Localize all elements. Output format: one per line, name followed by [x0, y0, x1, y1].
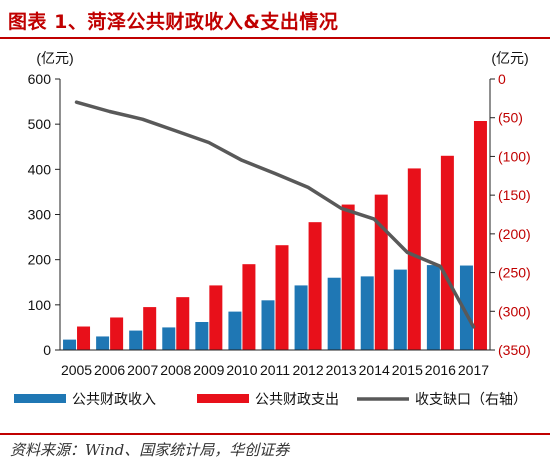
left-axis-tick-label: 600 — [28, 71, 52, 87]
left-axis-tick-label: 400 — [28, 161, 52, 177]
legend-label-revenue: 公共财政收入 — [72, 391, 156, 407]
x-axis-tick-label: 2011 — [260, 362, 290, 378]
x-axis-tick-label: 2008 — [160, 362, 191, 378]
expenditure-bar — [242, 264, 256, 350]
right-axis-unit: (亿元) — [491, 50, 528, 66]
gap-line — [74, 100, 476, 329]
expenditure-bar — [341, 204, 355, 350]
x-axis-tick-label: 2006 — [94, 362, 125, 378]
left-axis-tick-label: 500 — [28, 116, 52, 132]
x-axis-tick-label: 2007 — [127, 362, 158, 378]
expenditure-bar — [143, 307, 157, 350]
left-axis-tick-label: 200 — [28, 252, 52, 268]
left-axis-tick-label: 100 — [28, 297, 52, 313]
title-bar: 图表 1、菏泽公共财政收入&支出情况 — [0, 0, 550, 40]
source-divider — [0, 433, 550, 435]
x-axis-tick-label: 2015 — [392, 362, 423, 378]
chart-title: 图表 1、菏泽公共财政收入&支出情况 — [8, 11, 339, 33]
right-axis-tick-label: (50) — [498, 110, 523, 126]
revenue-bar — [162, 327, 176, 350]
revenue-bar — [228, 311, 242, 350]
revenue-bar — [393, 269, 407, 350]
left-axis-tick-label: 300 — [28, 207, 52, 223]
expenditure-bar — [110, 317, 124, 350]
right-axis-tick-label: (100) — [498, 148, 531, 164]
legend-swatch-expenditure — [197, 394, 249, 403]
revenue-bar — [129, 330, 143, 350]
expenditure-bar — [407, 168, 421, 350]
title-divider — [0, 37, 550, 39]
expenditure-bar — [374, 194, 388, 350]
expenditure-bar — [308, 222, 322, 350]
x-axis-tick-label: 2009 — [193, 362, 224, 378]
legend-label-expenditure: 公共财政支出 — [255, 391, 339, 407]
revenue-bar — [63, 339, 77, 350]
x-axis-tick-label: 2005 — [61, 362, 92, 378]
expenditure-bar — [209, 285, 223, 350]
expenditure-bar — [275, 245, 289, 350]
left-axis-tick-label: 0 — [43, 342, 51, 358]
expenditure-bar — [473, 121, 487, 350]
x-axis-tick-label: 2012 — [292, 362, 323, 378]
x-axis-tick-label: 2014 — [359, 362, 390, 378]
revenue-bar — [459, 265, 473, 350]
revenue-bar — [261, 300, 275, 350]
left-axis-unit: (亿元) — [36, 50, 73, 66]
legend-label-gap: 收支缺口（右轴） — [415, 391, 527, 407]
x-axis-tick-label: 2013 — [326, 362, 357, 378]
x-axis-tick-label: 2010 — [226, 362, 257, 378]
revenue-bar — [96, 336, 110, 350]
x-axis-tick-label: 2016 — [425, 362, 456, 378]
expenditure-bar — [77, 326, 91, 350]
source-note: 资料来源：Wind、国家统计局，华创证券 — [10, 441, 290, 459]
revenue-bar — [426, 265, 440, 350]
right-axis-tick-label: 0 — [498, 71, 506, 87]
expenditure-bar — [176, 297, 190, 350]
expenditure-bar — [440, 155, 454, 350]
revenue-bar — [327, 277, 341, 350]
revenue-bar — [294, 285, 308, 350]
right-axis-tick-label: (250) — [498, 265, 531, 281]
revenue-bar — [360, 276, 374, 350]
right-axis-tick-label: (200) — [498, 226, 531, 242]
right-axis-tick-label: (150) — [498, 187, 531, 203]
x-axis-tick-label: 2017 — [458, 362, 489, 378]
right-axis-tick-label: (300) — [498, 303, 531, 319]
revenue-bar — [195, 321, 209, 350]
right-axis-tick-label: (350) — [498, 342, 531, 358]
legend-swatch-revenue — [14, 394, 66, 403]
